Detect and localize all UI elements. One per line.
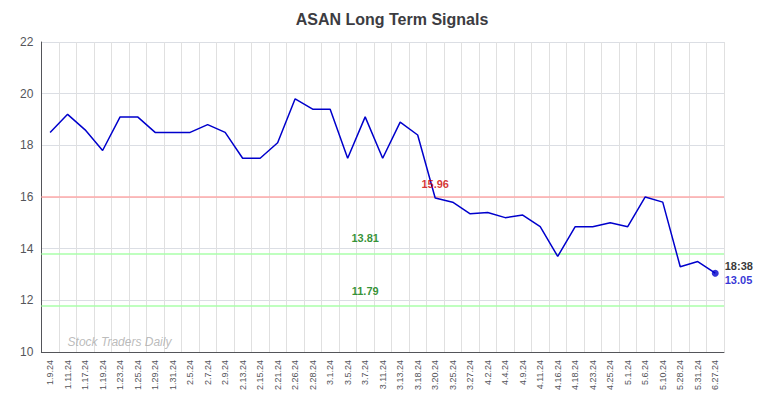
svg-text:16: 16	[20, 190, 34, 204]
svg-text:6.27.24: 6.27.24	[710, 360, 720, 390]
svg-text:3.5.24: 3.5.24	[343, 360, 353, 385]
svg-text:4.9.24: 4.9.24	[518, 360, 528, 385]
svg-text:15.96: 15.96	[421, 178, 449, 190]
svg-text:18:38: 18:38	[725, 260, 753, 272]
svg-text:3.7.24: 3.7.24	[360, 360, 370, 385]
svg-text:2.28.24: 2.28.24	[308, 360, 318, 390]
svg-text:3.18.24: 3.18.24	[413, 360, 423, 390]
svg-text:ASAN Long Term Signals: ASAN Long Term Signals	[296, 11, 489, 28]
svg-text:13.05: 13.05	[725, 274, 753, 286]
svg-text:18: 18	[20, 138, 34, 152]
svg-text:1.9.24: 1.9.24	[45, 360, 55, 385]
svg-text:5.28.24: 5.28.24	[675, 360, 685, 390]
svg-text:3.27.24: 3.27.24	[465, 360, 475, 390]
svg-text:2.9.24: 2.9.24	[220, 360, 230, 385]
svg-text:4.16.24: 4.16.24	[553, 360, 563, 390]
svg-text:3.11.24: 3.11.24	[378, 360, 388, 389]
svg-text:5.6.24: 5.6.24	[640, 360, 650, 385]
svg-text:3.13.24: 3.13.24	[395, 360, 405, 390]
svg-text:4.4.24: 4.4.24	[500, 360, 510, 385]
svg-text:5.10.24: 5.10.24	[658, 360, 668, 390]
svg-text:12: 12	[20, 293, 34, 307]
svg-text:3.25.24: 3.25.24	[448, 360, 458, 390]
svg-text:2.26.24: 2.26.24	[290, 360, 300, 390]
svg-text:3.1.24: 3.1.24	[325, 360, 335, 385]
svg-text:1.29.24: 1.29.24	[150, 360, 160, 390]
svg-text:5.1.24: 5.1.24	[623, 360, 633, 385]
svg-text:22: 22	[20, 35, 34, 49]
svg-text:3.20.24: 3.20.24	[430, 360, 440, 390]
svg-text:1.17.24: 1.17.24	[80, 360, 90, 390]
svg-text:13.81: 13.81	[351, 232, 379, 244]
svg-text:4.18.24: 4.18.24	[570, 360, 580, 390]
svg-text:10: 10	[20, 345, 34, 359]
svg-text:1.11.24: 1.11.24	[63, 360, 73, 389]
svg-text:Stock Traders Daily: Stock Traders Daily	[68, 335, 173, 349]
svg-text:4.25.24: 4.25.24	[605, 360, 615, 390]
svg-text:20: 20	[20, 87, 34, 101]
svg-text:1.31.24: 1.31.24	[168, 360, 178, 390]
svg-text:2.15.24: 2.15.24	[255, 360, 265, 390]
svg-text:4.23.24: 4.23.24	[588, 360, 598, 390]
svg-text:2.7.24: 2.7.24	[203, 360, 213, 385]
svg-text:14: 14	[20, 242, 34, 256]
svg-text:2.13.24: 2.13.24	[238, 360, 248, 390]
svg-text:1.25.24: 1.25.24	[133, 360, 143, 390]
svg-text:4.11.24: 4.11.24	[535, 360, 545, 389]
svg-text:5.31.24: 5.31.24	[693, 360, 703, 390]
svg-text:4.2.24: 4.2.24	[483, 360, 493, 385]
svg-text:11.79: 11.79	[352, 285, 379, 297]
svg-text:1.23.24: 1.23.24	[115, 360, 125, 390]
svg-text:2.21.24: 2.21.24	[273, 360, 283, 390]
svg-text:2.5.24: 2.5.24	[185, 360, 195, 385]
svg-text:1.19.24: 1.19.24	[98, 360, 108, 390]
